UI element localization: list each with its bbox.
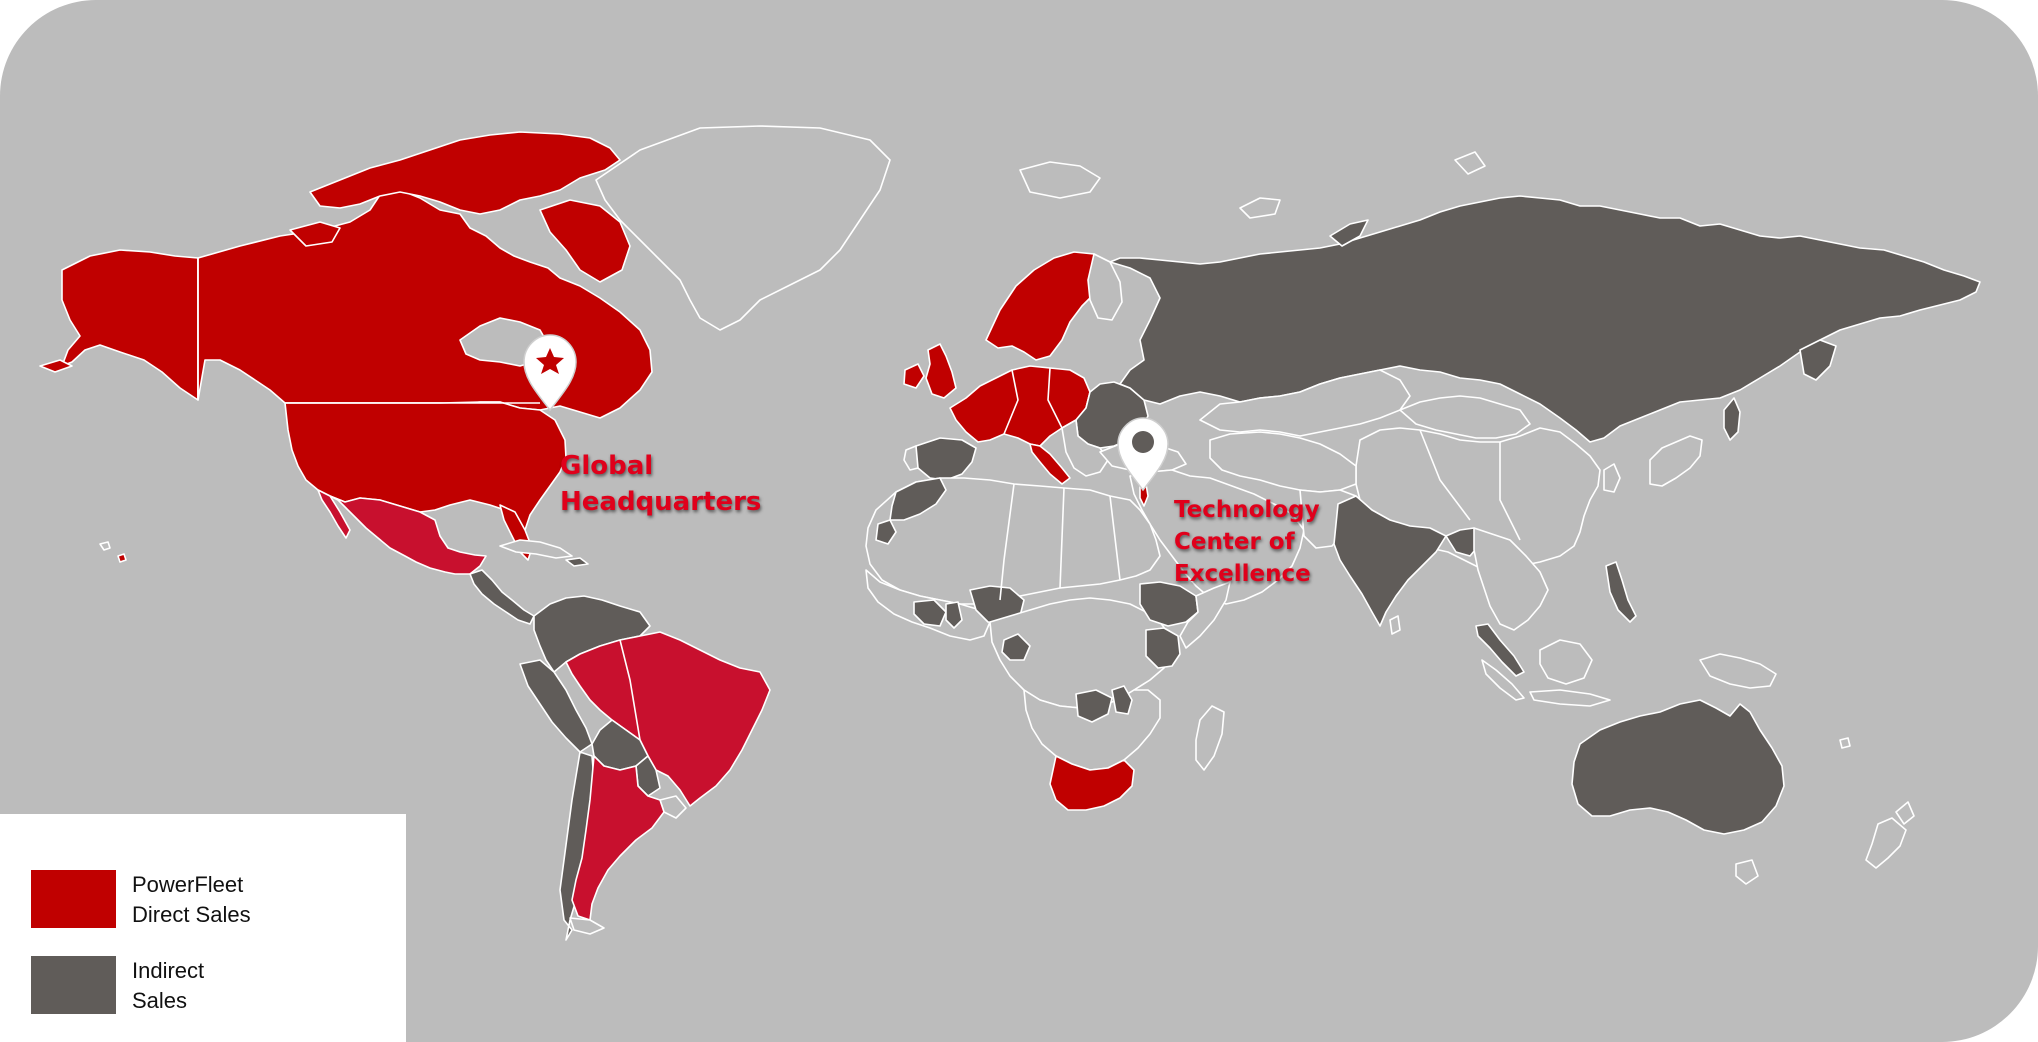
aleutians bbox=[39, 359, 73, 373]
legend-direct-sales: PowerFleet Direct Sales bbox=[132, 870, 392, 930]
arctic-island bbox=[1239, 197, 1281, 219]
legend-line: Direct Sales bbox=[132, 902, 251, 927]
svalbard bbox=[1454, 151, 1486, 175]
korea bbox=[1603, 463, 1621, 493]
star-pin-icon[interactable] bbox=[523, 334, 577, 412]
new-zealand-north bbox=[1895, 801, 1915, 825]
south-africa bbox=[1049, 755, 1135, 811]
sumatra bbox=[1481, 659, 1525, 701]
indirect-sales-swatch bbox=[31, 956, 116, 1014]
cameroon bbox=[1001, 633, 1031, 661]
tasmania bbox=[1735, 859, 1759, 885]
hq-label-line: Global bbox=[560, 451, 654, 481]
tech-label-line: Technology bbox=[1174, 497, 1320, 523]
baja-california bbox=[317, 489, 351, 539]
borneo bbox=[1539, 639, 1593, 685]
tech-center-label: Technology Center of Excellence bbox=[1174, 494, 1334, 590]
legend-line: Indirect bbox=[132, 958, 205, 983]
novaya-zemlya bbox=[1329, 219, 1369, 247]
alaska bbox=[61, 249, 199, 401]
direct-sales-swatch bbox=[31, 870, 116, 928]
uruguay bbox=[659, 795, 687, 819]
portugal bbox=[903, 445, 919, 471]
malawi-moz bbox=[1111, 685, 1133, 715]
west-sahara bbox=[875, 519, 897, 545]
java bbox=[1529, 689, 1611, 707]
arctic-archipelago bbox=[309, 131, 621, 215]
sakhalin bbox=[1723, 397, 1741, 441]
new-zealand bbox=[1865, 817, 1907, 869]
philippines bbox=[1605, 561, 1637, 623]
border-africa bbox=[999, 483, 1121, 601]
central-america bbox=[469, 569, 535, 625]
finland bbox=[1087, 253, 1123, 321]
tech-label-line: Excellence bbox=[1174, 561, 1311, 587]
legend: PowerFleet Direct Sales Indirect Sales bbox=[0, 814, 406, 1042]
japan bbox=[1649, 435, 1703, 487]
uk bbox=[925, 343, 957, 399]
kamchatka bbox=[1799, 339, 1837, 381]
usa bbox=[284, 401, 567, 531]
border-china bbox=[1419, 429, 1521, 541]
mongolia bbox=[1399, 395, 1531, 439]
middle-east bbox=[1129, 469, 1305, 605]
india bbox=[1333, 495, 1447, 627]
legend-line: PowerFleet bbox=[132, 872, 244, 897]
morocco bbox=[889, 477, 947, 521]
hq-label: Global Headquarters bbox=[560, 448, 800, 520]
zambia bbox=[1075, 689, 1113, 723]
kenya bbox=[1145, 627, 1181, 669]
hawaii-2 bbox=[117, 553, 127, 563]
southeast-asia bbox=[1473, 527, 1549, 631]
island-arctic-2 bbox=[289, 221, 341, 247]
mexico bbox=[329, 495, 487, 575]
argentina bbox=[571, 755, 665, 921]
cuba bbox=[499, 539, 573, 559]
greenland bbox=[595, 125, 891, 331]
hawaii bbox=[99, 541, 111, 551]
iceland bbox=[1019, 161, 1101, 199]
pin-icon[interactable] bbox=[1117, 417, 1169, 492]
italy bbox=[1029, 443, 1071, 485]
border-europe bbox=[1003, 367, 1063, 435]
legend-line: Sales bbox=[132, 988, 188, 1013]
somalia bbox=[1179, 581, 1231, 649]
sri-lanka bbox=[1389, 615, 1401, 635]
hq-label-line: Headquarters bbox=[560, 487, 762, 517]
central-asia bbox=[1209, 431, 1357, 493]
kazakhstan bbox=[1199, 369, 1411, 437]
australia bbox=[1571, 699, 1785, 835]
madagascar bbox=[1195, 705, 1225, 771]
tech-label-line: Center of bbox=[1174, 529, 1295, 555]
legend-indirect-sales: Indirect Sales bbox=[132, 956, 392, 1016]
ireland bbox=[903, 363, 925, 389]
baffin-island bbox=[539, 199, 631, 283]
pacific-island bbox=[1839, 737, 1851, 749]
ivory-coast bbox=[913, 599, 947, 627]
tierra-del-fuego bbox=[569, 917, 605, 935]
malaysia-peninsula bbox=[1475, 623, 1525, 677]
border-south-america bbox=[619, 639, 641, 741]
caribbean-island bbox=[565, 557, 589, 567]
ghana bbox=[945, 601, 963, 629]
iberia bbox=[911, 437, 977, 481]
new-guinea bbox=[1699, 653, 1777, 689]
